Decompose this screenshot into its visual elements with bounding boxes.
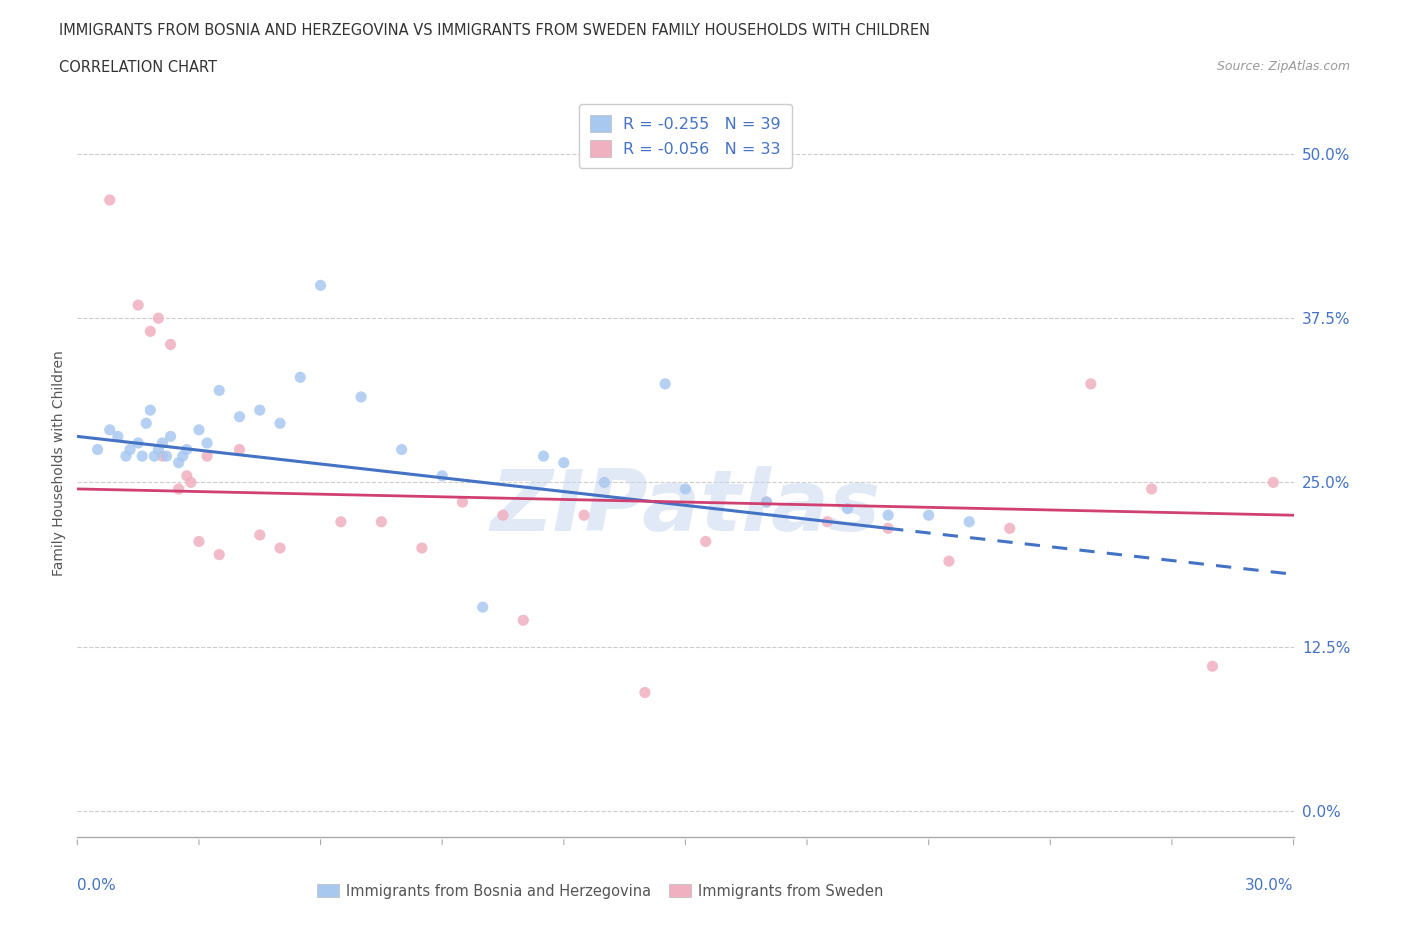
Point	[533, 448, 555, 463]
Point	[188, 534, 211, 549]
Point	[176, 442, 198, 457]
Point	[430, 469, 453, 484]
Point	[135, 416, 157, 431]
Point	[411, 540, 433, 555]
Point	[127, 435, 149, 450]
Point	[127, 298, 149, 312]
Point	[1201, 658, 1223, 673]
Point	[391, 442, 413, 457]
Point	[172, 448, 194, 463]
Point	[148, 311, 170, 325]
Text: IMMIGRANTS FROM BOSNIA AND HERZEGOVINA VS IMMIGRANTS FROM SWEDEN FAMILY HOUSEHOL: IMMIGRANTS FROM BOSNIA AND HERZEGOVINA V…	[59, 23, 929, 38]
Point	[634, 685, 657, 700]
Point	[998, 521, 1021, 536]
Point	[370, 514, 392, 529]
Point	[451, 495, 474, 510]
Point	[131, 448, 153, 463]
Point	[1140, 482, 1163, 497]
Point	[208, 383, 231, 398]
Point	[159, 429, 181, 444]
Point	[195, 448, 218, 463]
Point	[1263, 475, 1285, 490]
Point	[86, 442, 108, 457]
Point	[957, 514, 980, 529]
Point	[167, 482, 190, 497]
Point	[152, 448, 174, 463]
Point	[195, 435, 218, 450]
Point	[107, 429, 129, 444]
Point	[512, 613, 534, 628]
Point	[329, 514, 352, 529]
Text: 0.0%: 0.0%	[77, 878, 117, 893]
Text: ZIPatlas: ZIPatlas	[491, 466, 880, 549]
Point	[249, 527, 271, 542]
Legend: R = -0.255   N = 39, R = -0.056   N = 33: R = -0.255 N = 39, R = -0.056 N = 33	[579, 104, 792, 168]
Point	[115, 448, 138, 463]
Point	[918, 508, 941, 523]
Point	[139, 403, 162, 418]
Point	[877, 508, 900, 523]
Point	[180, 475, 202, 490]
Point	[118, 442, 141, 457]
Point	[159, 337, 181, 352]
Point	[755, 495, 778, 510]
Point	[572, 508, 595, 523]
Point	[695, 534, 717, 549]
Point	[188, 422, 211, 437]
Point	[593, 475, 616, 490]
Point	[98, 422, 121, 437]
Point	[167, 456, 190, 471]
Point	[228, 442, 250, 457]
Point	[938, 553, 960, 568]
Point	[155, 448, 177, 463]
Y-axis label: Family Households with Children: Family Households with Children	[52, 350, 66, 576]
Point	[143, 448, 166, 463]
Point	[675, 482, 697, 497]
Point	[139, 324, 162, 339]
Point	[1080, 377, 1102, 392]
Point	[553, 456, 575, 471]
Point	[98, 193, 121, 207]
Point	[176, 469, 198, 484]
Point	[877, 521, 900, 536]
Point	[269, 416, 291, 431]
Text: Source: ZipAtlas.com: Source: ZipAtlas.com	[1216, 60, 1350, 73]
Point	[228, 409, 250, 424]
Point	[249, 403, 271, 418]
Point	[755, 495, 778, 510]
Text: CORRELATION CHART: CORRELATION CHART	[59, 60, 217, 75]
Point	[148, 442, 170, 457]
Point	[471, 600, 494, 615]
Point	[269, 540, 291, 555]
Point	[152, 435, 174, 450]
Point	[492, 508, 515, 523]
Point	[290, 370, 312, 385]
Point	[654, 377, 676, 392]
Text: 30.0%: 30.0%	[1246, 878, 1294, 893]
Point	[815, 514, 838, 529]
Point	[837, 501, 859, 516]
Point	[350, 390, 373, 405]
Point	[208, 547, 231, 562]
Point	[309, 278, 332, 293]
